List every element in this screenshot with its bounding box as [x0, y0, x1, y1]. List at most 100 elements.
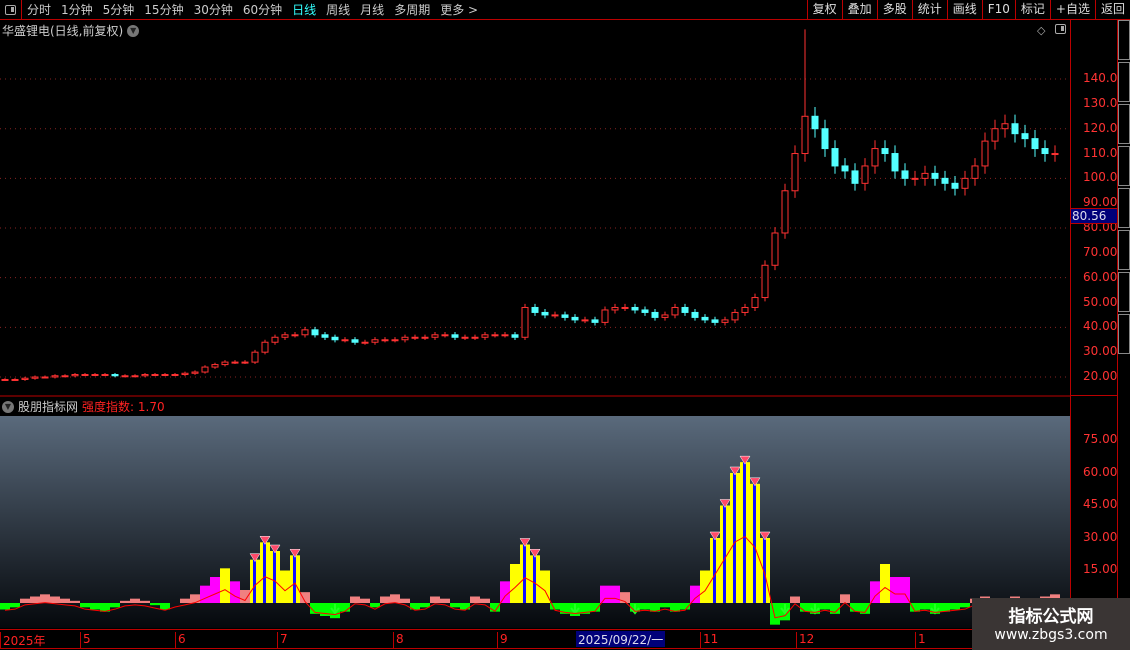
date-label: 11	[700, 632, 718, 648]
date-label: 12	[796, 632, 814, 648]
period-tab[interactable]: 日线	[292, 3, 317, 17]
toolbar-button[interactable]: 叠加	[841, 0, 877, 20]
candle	[301, 329, 309, 336]
chevron-down-icon[interactable]: ▼	[2, 400, 14, 413]
strength-bar	[130, 598, 140, 603]
candle	[891, 153, 899, 172]
candle	[541, 311, 549, 316]
toolbar-button[interactable]: 返回	[1094, 0, 1130, 20]
period-tab[interactable]: 15分钟	[144, 3, 184, 17]
gem-icon	[719, 499, 731, 508]
candle	[51, 375, 59, 378]
candle	[291, 334, 299, 337]
side-strip	[1118, 20, 1130, 630]
period-tab[interactable]: 30分钟	[193, 3, 233, 17]
strength-bar	[450, 603, 460, 608]
strength-bar	[360, 598, 370, 603]
candle	[161, 374, 169, 377]
strength-bar	[660, 603, 670, 608]
candle	[901, 170, 909, 179]
period-tabs: 分时 1分钟 5分钟 15分钟 30分钟 60分钟 日线 周线 月线 多周期 更多 >	[22, 1, 483, 18]
gem-icon	[759, 531, 771, 541]
period-tab[interactable]: 更多 >	[440, 3, 479, 17]
panel-icon[interactable]	[1055, 24, 1066, 34]
candle	[821, 128, 829, 150]
gem-icon	[289, 549, 301, 558]
candle	[211, 364, 219, 368]
strength-bar	[820, 603, 830, 610]
strength-bar	[110, 603, 120, 608]
watermark-url: www.zbgs3.com	[994, 627, 1108, 643]
candle	[961, 177, 969, 189]
y-tick-label: 50.00	[1083, 294, 1118, 309]
period-tab[interactable]: 1分钟	[61, 3, 93, 17]
toolbar-button[interactable]: 标记	[1014, 0, 1050, 20]
date-axis: 2025年 5 6 7 8 9 11 12 1 2025/09/22/一	[0, 629, 1070, 649]
period-tab[interactable]: 多周期	[394, 3, 431, 17]
candle	[531, 306, 539, 313]
toolbar-button[interactable]: 复权	[806, 0, 842, 20]
gem-icon	[749, 477, 761, 487]
strength-bar	[200, 585, 210, 603]
gem-icon	[529, 549, 541, 558]
strength-bar	[500, 581, 510, 603]
candle	[871, 148, 879, 167]
strength-bar	[480, 598, 490, 603]
candle	[321, 334, 329, 338]
strength-bar	[640, 603, 650, 610]
toolbar-button[interactable]: 多股	[876, 0, 912, 20]
strength-bar	[390, 594, 400, 603]
toolbar-button[interactable]: 统计	[911, 0, 947, 20]
candle	[571, 316, 579, 321]
strength-bar	[30, 596, 40, 603]
y-tick-label: 60.00	[1083, 269, 1118, 284]
y-tick-label: 120.0	[1083, 120, 1118, 135]
chevron-down-icon[interactable]: ▼	[127, 24, 140, 37]
strength-bar	[840, 594, 850, 603]
gem-icon	[269, 544, 281, 554]
date-label: 5	[80, 632, 91, 648]
period-tab[interactable]: 5分钟	[102, 3, 135, 17]
candle	[81, 374, 89, 377]
toolbar-button[interactable]: 画线	[946, 0, 982, 20]
strength-bar	[90, 603, 100, 610]
candle	[671, 306, 679, 316]
candle	[1041, 148, 1049, 155]
strength-bar	[60, 598, 70, 603]
candle	[251, 351, 259, 363]
strength-bar	[400, 598, 410, 603]
strength-bar-inner	[713, 537, 716, 603]
date-label: 7	[277, 632, 288, 648]
diamond-icon[interactable]: ◇	[1037, 24, 1046, 37]
period-tab[interactable]: 分时	[27, 3, 52, 17]
candle	[381, 339, 389, 342]
y-tick-label: 40.00	[1083, 319, 1118, 334]
candle	[411, 336, 419, 339]
strength-bar	[850, 603, 860, 612]
candle	[861, 165, 869, 184]
chart-canvas[interactable]	[0, 0, 1070, 650]
candle	[471, 336, 479, 339]
candle	[171, 374, 179, 377]
candle	[421, 336, 429, 339]
candle	[971, 165, 979, 179]
candle	[91, 374, 99, 377]
period-tab[interactable]: 月线	[360, 3, 385, 17]
strength-bar	[230, 581, 240, 603]
layout-toggle-button[interactable]	[0, 0, 22, 20]
candle	[951, 182, 959, 189]
period-tab[interactable]: 周线	[326, 3, 351, 17]
toolbar-button[interactable]: F10	[981, 0, 1015, 20]
period-tab[interactable]: 60分钟	[242, 3, 283, 17]
strength-bar	[600, 585, 610, 603]
strength-bar	[380, 596, 390, 603]
toolbar-button[interactable]: +自选	[1049, 0, 1095, 20]
candle	[521, 306, 529, 338]
candle	[741, 306, 749, 313]
strength-bar	[190, 594, 200, 603]
candle	[351, 339, 359, 343]
candle	[941, 177, 949, 184]
indicator-tick-label: 45.00	[1083, 497, 1118, 512]
candle	[581, 319, 589, 322]
watermark-title: 指标公式网	[1008, 607, 1094, 627]
